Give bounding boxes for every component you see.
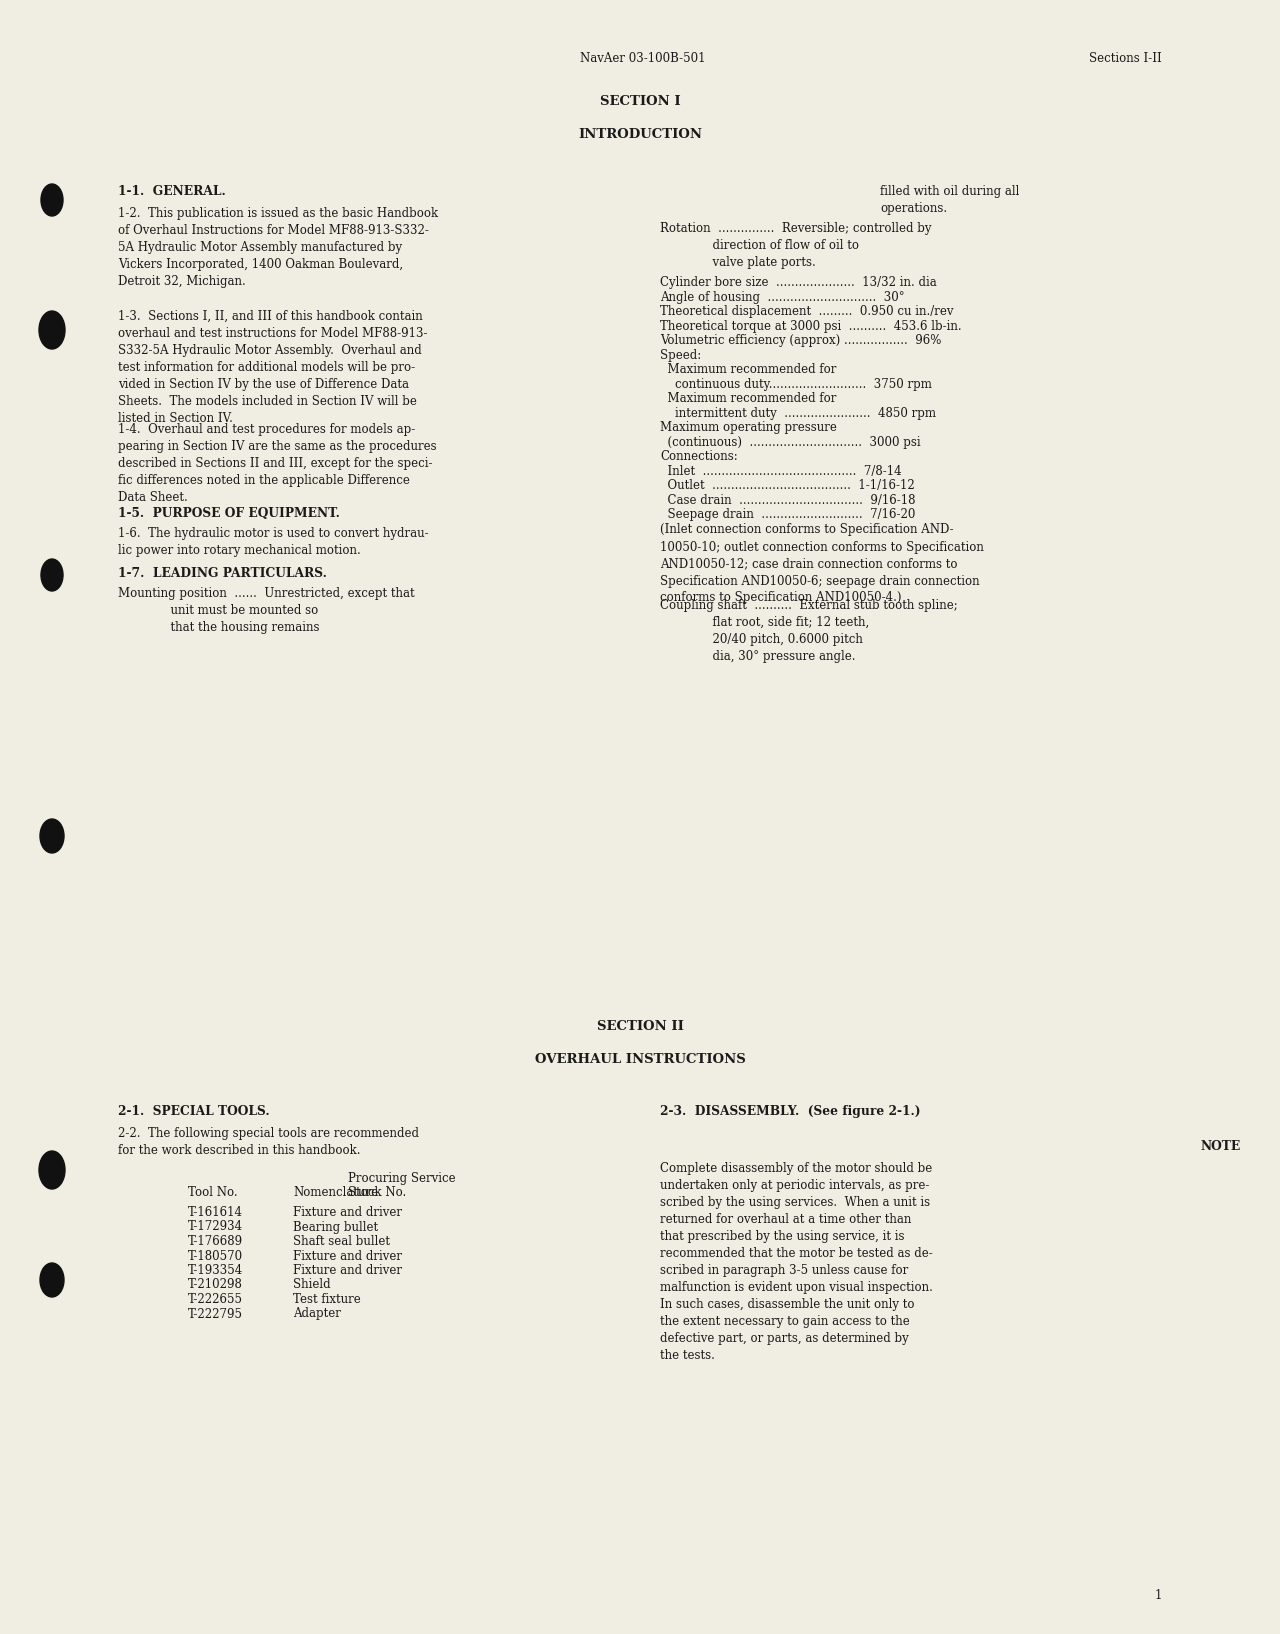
Ellipse shape <box>38 310 65 350</box>
Text: 1-2.  This publication is issued as the basic Handbook
of Overhaul Instructions : 1-2. This publication is issued as the b… <box>118 208 438 288</box>
Text: Fixture and driver: Fixture and driver <box>293 1265 402 1278</box>
Text: INTRODUCTION: INTRODUCTION <box>579 127 701 141</box>
Text: Cylinder bore size  .....................  13/32 in. dia: Cylinder bore size .....................… <box>660 276 937 289</box>
Text: Theoretical torque at 3000 psi  ..........  453.6 lb-in.: Theoretical torque at 3000 psi .........… <box>660 320 961 332</box>
Text: Rotation  ...............  Reversible; controlled by
              direction of : Rotation ............... Reversible; con… <box>660 222 932 270</box>
Text: Sections I-II: Sections I-II <box>1089 52 1162 65</box>
Text: T-180570: T-180570 <box>188 1250 243 1263</box>
Text: T-222795: T-222795 <box>188 1307 243 1320</box>
Text: Nomenclature: Nomenclature <box>293 1186 378 1199</box>
Text: T-161614: T-161614 <box>188 1206 243 1219</box>
Text: Mounting position  ......  Unrestricted, except that
              unit must be : Mounting position ...... Unrestricted, e… <box>118 587 415 634</box>
Ellipse shape <box>41 559 63 592</box>
Ellipse shape <box>38 1150 65 1190</box>
Text: T-172934: T-172934 <box>188 1221 243 1234</box>
Text: 1-4.  Overhaul and test procedures for models ap-
pearing in Section IV are the : 1-4. Overhaul and test procedures for mo… <box>118 423 436 503</box>
Text: 1-5.  PURPOSE OF EQUIPMENT.: 1-5. PURPOSE OF EQUIPMENT. <box>118 507 340 520</box>
Text: Speed:: Speed: <box>660 348 701 361</box>
Text: Shield: Shield <box>293 1278 330 1291</box>
Text: SECTION I: SECTION I <box>600 95 680 108</box>
Text: Procuring Service: Procuring Service <box>348 1172 456 1185</box>
Text: Stock No.: Stock No. <box>348 1186 406 1199</box>
Text: Maximum operating pressure: Maximum operating pressure <box>660 422 837 435</box>
Text: (continuous)  ..............................  3000 psi: (continuous) ...........................… <box>660 436 920 448</box>
Text: 1-7.  LEADING PARTICULARS.: 1-7. LEADING PARTICULARS. <box>118 567 326 580</box>
Text: Outlet  .....................................  1-1/16-12: Outlet .................................… <box>660 479 915 492</box>
Text: OVERHAUL INSTRUCTIONS: OVERHAUL INSTRUCTIONS <box>535 1052 745 1065</box>
Text: 1-1.  GENERAL.: 1-1. GENERAL. <box>118 185 225 198</box>
Text: Connections:: Connections: <box>660 449 737 462</box>
Text: SECTION II: SECTION II <box>596 1020 684 1033</box>
Text: 2-1.  SPECIAL TOOLS.: 2-1. SPECIAL TOOLS. <box>118 1105 270 1118</box>
Text: Angle of housing  .............................  30°: Angle of housing .......................… <box>660 291 905 304</box>
Text: Volumetric efficiency (approx) .................  96%: Volumetric efficiency (approx) .........… <box>660 333 941 346</box>
Text: 1: 1 <box>1155 1588 1162 1601</box>
Text: T-210298: T-210298 <box>188 1278 243 1291</box>
Text: 1-6.  The hydraulic motor is used to convert hydrau-
lic power into rotary mecha: 1-6. The hydraulic motor is used to conv… <box>118 528 429 557</box>
Text: 1-3.  Sections I, II, and III of this handbook contain
overhaul and test instruc: 1-3. Sections I, II, and III of this han… <box>118 310 428 425</box>
Text: Test fixture: Test fixture <box>293 1292 361 1306</box>
Text: Fixture and driver: Fixture and driver <box>293 1206 402 1219</box>
Text: continuous duty..........................  3750 rpm: continuous duty.........................… <box>660 377 932 391</box>
Text: intermittent duty  .......................  4850 rpm: intermittent duty ......................… <box>660 407 936 420</box>
Text: Shaft seal bullet: Shaft seal bullet <box>293 1235 390 1248</box>
Text: Bearing bullet: Bearing bullet <box>293 1221 378 1234</box>
Text: Maximum recommended for: Maximum recommended for <box>660 363 836 376</box>
Text: Coupling shaft  ..........  External stub tooth spline;
              flat root,: Coupling shaft .......... External stub … <box>660 600 957 663</box>
Ellipse shape <box>40 1263 64 1297</box>
Text: Fixture and driver: Fixture and driver <box>293 1250 402 1263</box>
Text: Theoretical displacement  .........  0.950 cu in./rev: Theoretical displacement ......... 0.950… <box>660 306 954 319</box>
Text: Case drain  .................................  9/16-18: Case drain .............................… <box>660 493 915 507</box>
Text: T-222655: T-222655 <box>188 1292 243 1306</box>
Text: Complete disassembly of the motor should be
undertaken only at periodic interval: Complete disassembly of the motor should… <box>660 1162 933 1363</box>
Ellipse shape <box>41 185 63 216</box>
Text: 2-3.  DISASSEMBLY.  (See figure 2-1.): 2-3. DISASSEMBLY. (See figure 2-1.) <box>660 1105 920 1118</box>
Text: NOTE: NOTE <box>1201 1141 1242 1154</box>
Text: filled with oil during all
operations.: filled with oil during all operations. <box>881 185 1019 216</box>
Text: (Inlet connection conforms to Specification AND-
10050-10; outlet connection con: (Inlet connection conforms to Specificat… <box>660 523 984 605</box>
Text: T-193354: T-193354 <box>188 1265 243 1278</box>
Text: NavAer 03-100B-501: NavAer 03-100B-501 <box>580 52 705 65</box>
Text: Tool No.: Tool No. <box>188 1186 238 1199</box>
Text: T-176689: T-176689 <box>188 1235 243 1248</box>
Text: 2-2.  The following special tools are recommended
for the work described in this: 2-2. The following special tools are rec… <box>118 1127 419 1157</box>
Text: Maximum recommended for: Maximum recommended for <box>660 392 836 405</box>
Text: Seepage drain  ...........................  7/16-20: Seepage drain ..........................… <box>660 508 915 521</box>
Text: Inlet  .........................................  7/8-14: Inlet ..................................… <box>660 464 901 477</box>
Text: Adapter: Adapter <box>293 1307 340 1320</box>
Ellipse shape <box>40 819 64 853</box>
